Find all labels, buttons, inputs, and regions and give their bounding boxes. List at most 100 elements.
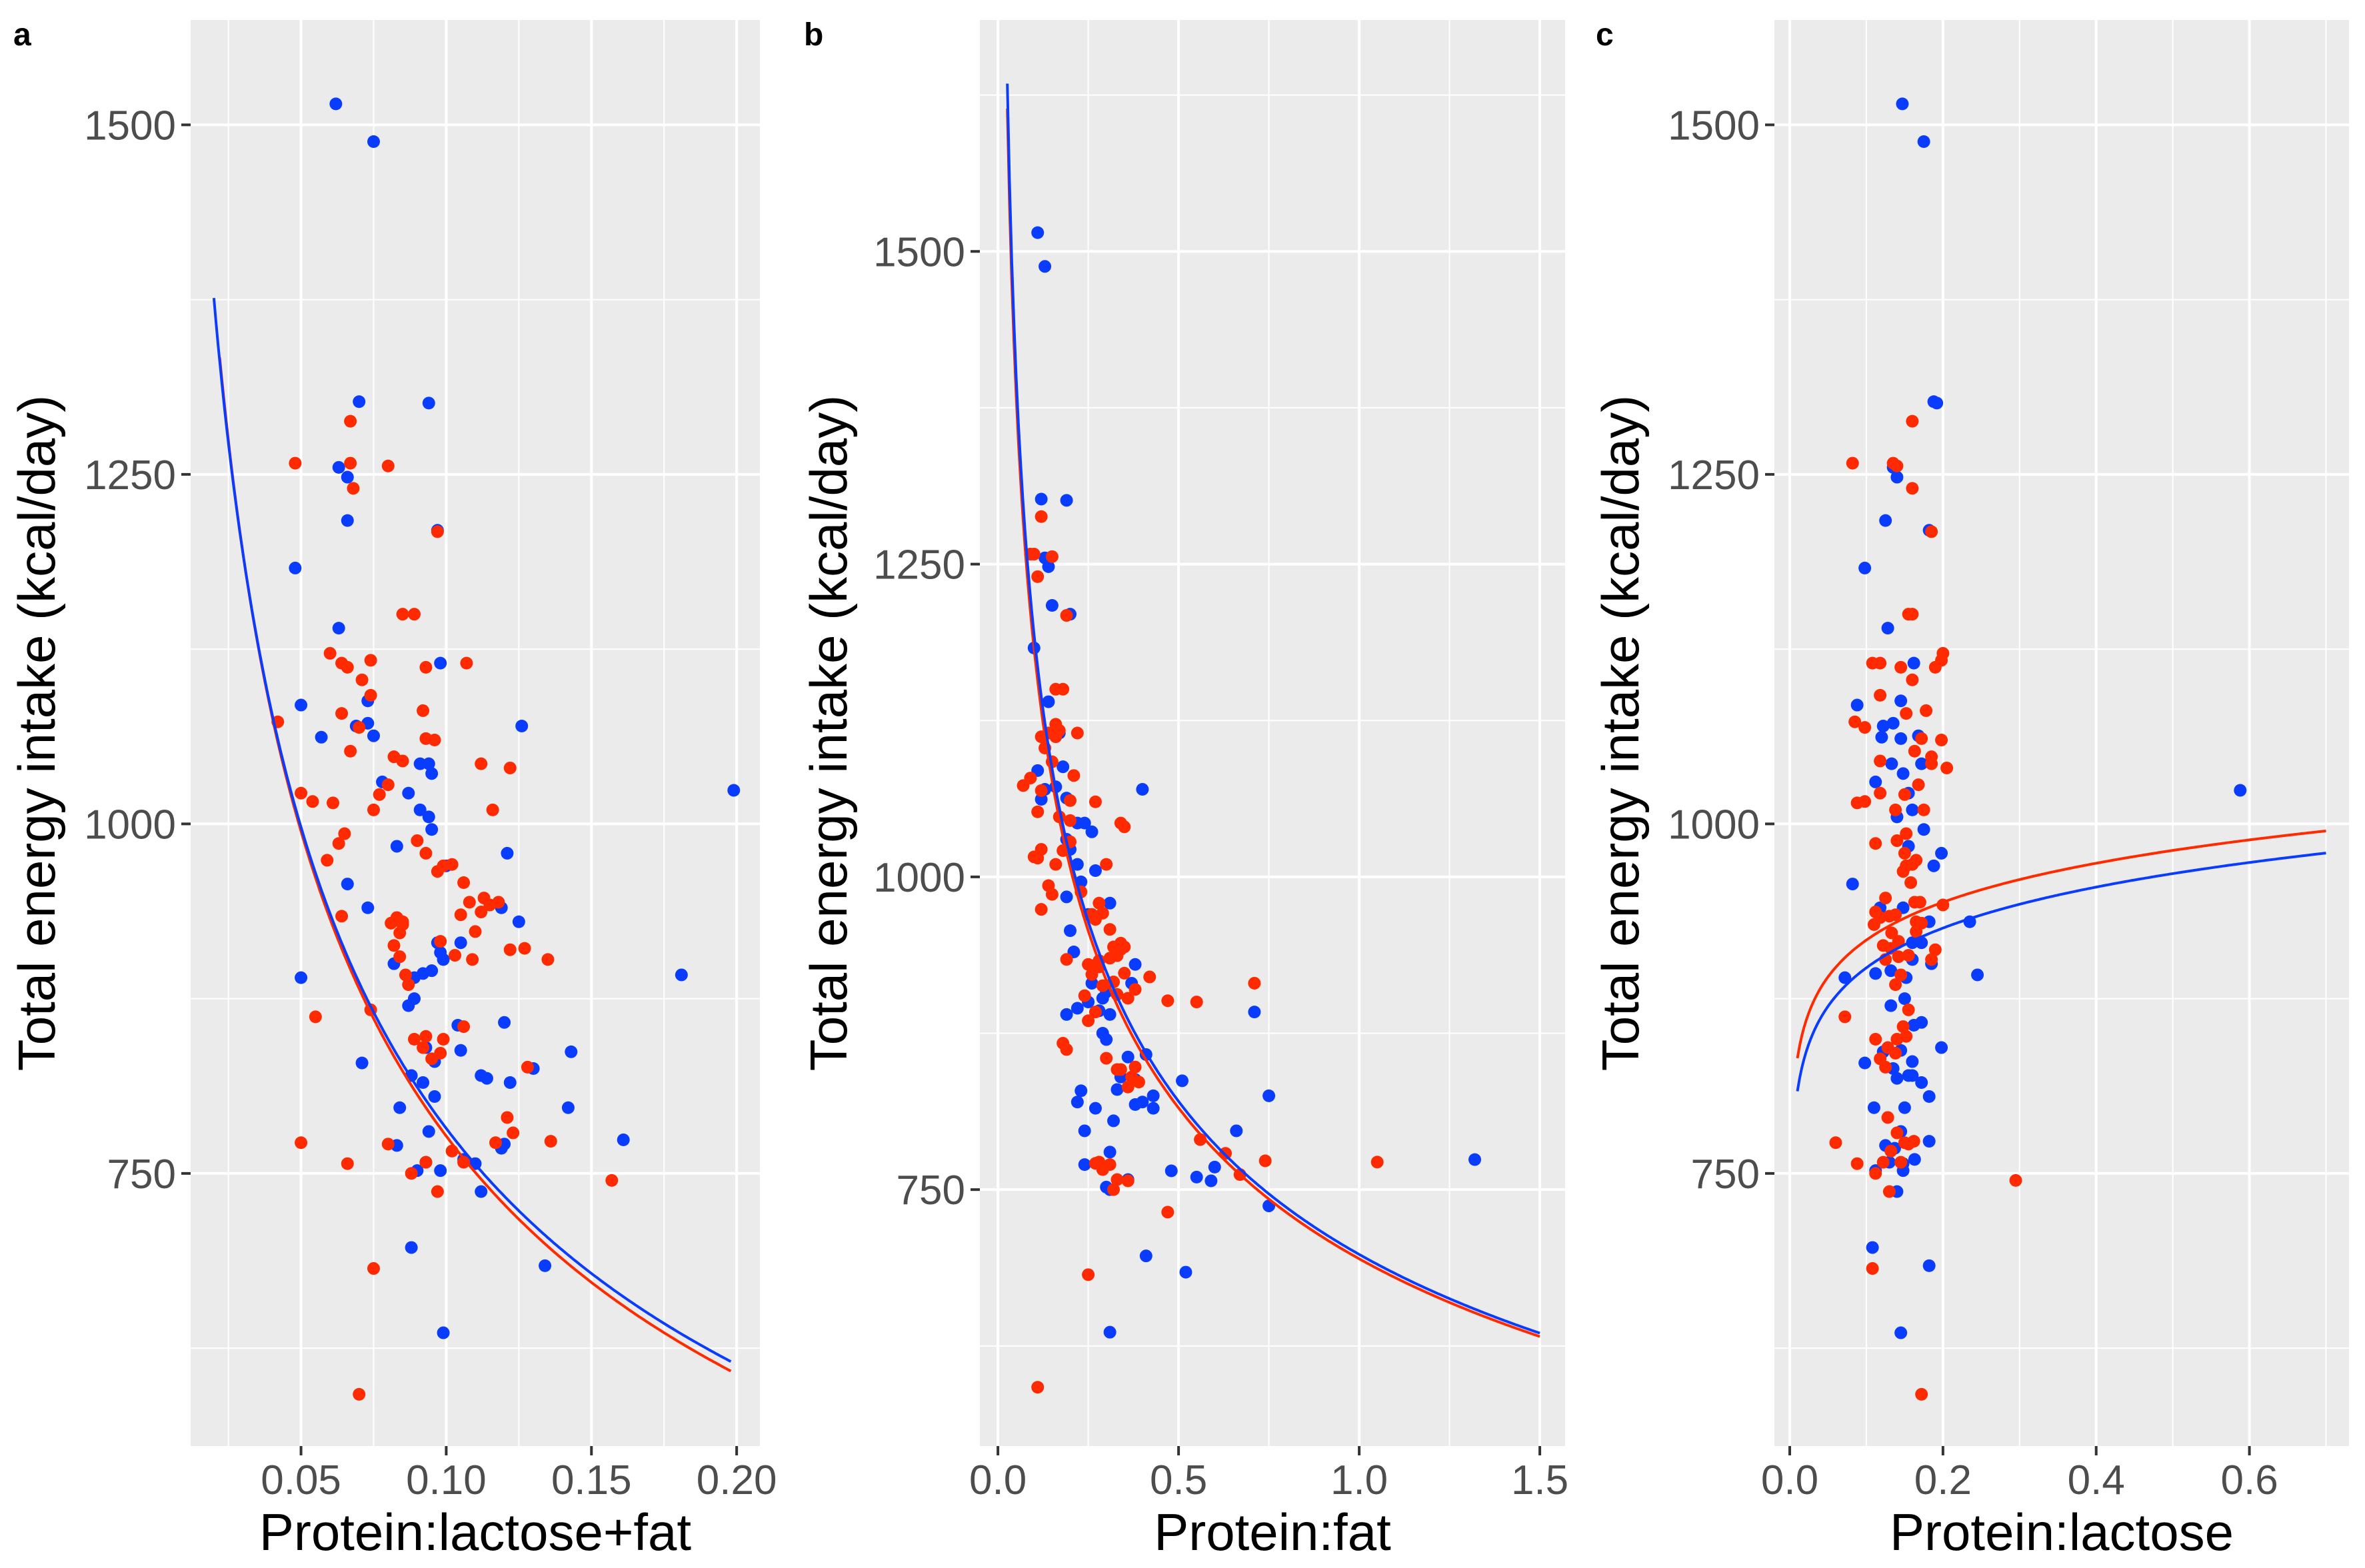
data-point-blue xyxy=(425,767,439,780)
data-point-blue xyxy=(1917,135,1930,149)
data-point-red xyxy=(1107,1183,1121,1196)
data-point-red xyxy=(1867,918,1880,931)
data-point-red xyxy=(353,1387,366,1401)
data-point-red xyxy=(1161,1205,1175,1219)
data-point-red xyxy=(417,1041,430,1054)
data-point-red xyxy=(1881,1041,1894,1054)
data-point-red xyxy=(335,707,349,720)
data-point-red xyxy=(1858,721,1872,734)
data-point-blue xyxy=(1922,1090,1936,1103)
data-point-blue xyxy=(417,1076,430,1090)
x-tick-label: 0.6 xyxy=(2220,1457,2278,1503)
data-point-red xyxy=(1111,1063,1124,1076)
data-point-red xyxy=(1082,1268,1095,1281)
data-point-red xyxy=(457,1020,471,1034)
data-point-red xyxy=(1114,936,1127,950)
data-point-blue xyxy=(1089,864,1102,877)
data-point-blue xyxy=(1100,1033,1113,1046)
data-point-red xyxy=(1874,656,1887,670)
data-point-red xyxy=(321,854,334,867)
data-point-blue xyxy=(353,395,366,408)
data-point-red xyxy=(1143,970,1157,984)
data-point-red xyxy=(381,778,395,792)
x-axis-title: Protein:fat xyxy=(1154,1503,1391,1561)
data-point-red xyxy=(469,925,482,938)
data-point-blue xyxy=(1896,767,1910,780)
data-point-red xyxy=(1258,1154,1272,1168)
data-point-blue xyxy=(422,757,435,770)
data-point-blue xyxy=(1103,1146,1117,1159)
data-point-red xyxy=(475,906,488,919)
data-point-red xyxy=(306,795,319,808)
data-point-red xyxy=(1082,1014,1095,1028)
panel-letter: b xyxy=(804,17,823,53)
data-point-red xyxy=(1874,786,1887,800)
data-point-blue xyxy=(1915,757,1928,770)
data-point-red xyxy=(1890,459,1904,472)
data-point-red xyxy=(1874,688,1887,702)
data-point-red xyxy=(1067,769,1081,782)
data-point-blue xyxy=(1176,1074,1189,1088)
data-point-blue xyxy=(1096,992,1109,1005)
data-point-blue xyxy=(341,470,354,484)
data-point-blue xyxy=(1898,1101,1911,1114)
data-point-blue xyxy=(1035,792,1048,806)
plot-background xyxy=(191,20,760,1446)
data-point-red xyxy=(2009,1174,2022,1187)
data-point-blue xyxy=(1248,1006,1261,1019)
data-point-blue xyxy=(675,968,688,982)
y-tick-label: 1000 xyxy=(84,802,176,848)
data-point-red xyxy=(1866,1262,1879,1275)
data-point-red xyxy=(373,788,386,801)
data-point-blue xyxy=(1042,560,1055,573)
data-point-blue xyxy=(1885,757,1898,770)
data-point-red xyxy=(1103,1158,1117,1172)
data-point-red xyxy=(1035,510,1048,523)
data-point-blue xyxy=(1866,1241,1879,1254)
y-tick-label: 1500 xyxy=(1668,103,1760,149)
data-point-blue xyxy=(1894,732,1908,745)
data-point-blue xyxy=(1060,494,1073,507)
data-point-red xyxy=(507,1126,520,1140)
data-point-blue xyxy=(295,971,308,984)
data-point-blue xyxy=(480,1072,493,1085)
data-point-red xyxy=(1370,1156,1384,1169)
data-point-blue xyxy=(1045,599,1059,612)
data-point-red xyxy=(1935,733,1948,746)
data-point-red xyxy=(1869,837,1882,850)
data-point-red xyxy=(1129,1060,1142,1074)
data-point-blue xyxy=(1208,1160,1221,1174)
data-point-blue xyxy=(425,964,439,978)
data-point-blue xyxy=(1060,1008,1073,1021)
y-tick-label: 1000 xyxy=(1668,802,1760,848)
data-point-blue xyxy=(1136,782,1149,796)
x-tick-label: 0.2 xyxy=(1914,1457,1972,1503)
data-point-red xyxy=(466,953,479,966)
data-point-red xyxy=(1071,726,1084,740)
data-point-red xyxy=(1060,1043,1073,1056)
data-point-red xyxy=(1915,732,1928,745)
data-point-blue xyxy=(1917,823,1930,836)
data-layer xyxy=(1796,97,2326,1401)
data-point-red xyxy=(1190,996,1203,1009)
data-point-red xyxy=(1049,858,1063,871)
data-point-red xyxy=(1060,609,1073,622)
data-point-blue xyxy=(1894,694,1908,708)
y-tick-label: 1250 xyxy=(873,542,965,588)
y-tick-label: 1000 xyxy=(873,855,965,901)
data-point-red xyxy=(1906,414,1919,428)
data-point-red xyxy=(1904,876,1918,889)
data-point-blue xyxy=(498,1016,511,1029)
data-point-blue xyxy=(1858,1056,1872,1070)
data-point-blue xyxy=(512,915,525,928)
data-point-blue xyxy=(539,1259,552,1272)
data-point-red xyxy=(1912,778,1925,792)
data-point-red xyxy=(419,1156,433,1169)
data-point-blue xyxy=(402,999,415,1012)
data-point-red xyxy=(431,525,444,538)
data-point-red xyxy=(1896,1020,1910,1034)
data-point-red xyxy=(1898,788,1911,801)
data-point-blue xyxy=(1107,1114,1121,1128)
data-point-red xyxy=(1882,1185,1896,1198)
